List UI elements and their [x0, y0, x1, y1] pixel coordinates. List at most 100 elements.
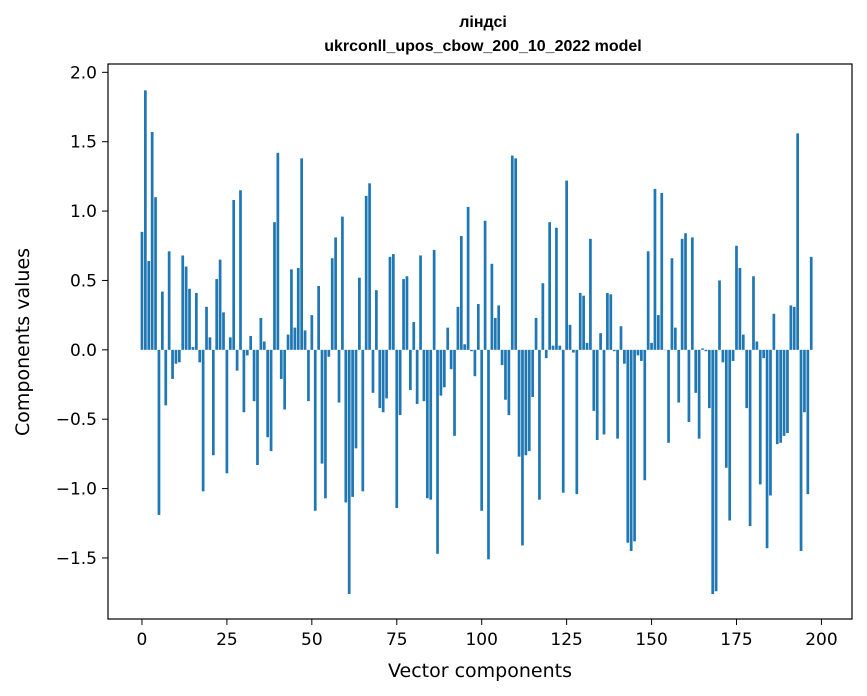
bar-53 [320, 349, 324, 464]
bar-138 [609, 294, 613, 350]
bar-102 [487, 349, 490, 560]
y-tick-label: −1.0 [56, 480, 97, 500]
bar-130 [582, 295, 585, 350]
bar-73 [388, 256, 392, 350]
bar-174 [731, 349, 735, 361]
bar-49 [307, 349, 310, 402]
bar-115 [531, 349, 535, 397]
bar-13 [184, 266, 188, 350]
bar-18 [201, 349, 205, 492]
bar-98 [473, 349, 477, 377]
y-tick-label: −1.5 [56, 549, 97, 569]
bar-189 [782, 349, 786, 436]
bar-140 [616, 349, 619, 439]
bar-22 [215, 279, 219, 350]
bar-123 [558, 345, 562, 350]
bar-194 [799, 349, 803, 552]
bar-170 [718, 280, 721, 350]
bar-46 [296, 267, 300, 350]
bar-1 [144, 90, 147, 350]
bar-181 [755, 341, 759, 350]
bar-125 [565, 180, 568, 350]
bar-164 [697, 349, 701, 439]
bar-137 [606, 292, 609, 350]
bar-96 [466, 206, 470, 350]
bar-12 [181, 255, 185, 350]
x-tick-label: 0 [137, 630, 148, 650]
bar-144 [629, 349, 633, 552]
bar-10 [174, 349, 178, 364]
bar-86 [432, 249, 436, 350]
bar-176 [738, 267, 742, 350]
bar-148 [643, 349, 647, 481]
bar-135 [599, 333, 602, 350]
bar-94 [459, 236, 463, 350]
bar-117 [538, 349, 541, 500]
bar-173 [728, 349, 732, 521]
bar-19 [205, 306, 208, 350]
bar-191 [789, 305, 793, 350]
bar-83 [422, 349, 426, 402]
bar-14 [188, 288, 191, 350]
x-axis-label: Vector components [388, 660, 572, 682]
bar-57 [334, 237, 337, 350]
bar-185 [769, 349, 772, 496]
bar-16 [194, 292, 198, 350]
bar-107 [504, 349, 507, 400]
bar-147 [640, 349, 643, 361]
bar-36 [262, 341, 266, 350]
bar-78 [405, 276, 409, 350]
y-tick-label: 0.5 [70, 271, 97, 291]
chart-title-line-1: ліндсі [459, 14, 507, 31]
bar-166 [704, 349, 708, 352]
bar-81 [415, 349, 419, 404]
bar-175 [735, 245, 738, 350]
bar-99 [476, 304, 480, 350]
bar-104 [493, 317, 497, 350]
bar-80 [412, 322, 416, 350]
bar-196 [806, 349, 810, 495]
bar-145 [633, 349, 636, 542]
bar-76 [398, 349, 402, 416]
bar-35 [259, 317, 263, 350]
bar-66 [364, 195, 368, 350]
bar-122 [555, 227, 558, 350]
bar-129 [578, 292, 582, 350]
bar-188 [779, 349, 783, 443]
bar-4 [154, 197, 157, 350]
x-tick-label: 50 [301, 630, 323, 650]
bar-47 [300, 158, 304, 350]
bar-195 [803, 349, 806, 413]
bar-62 [351, 349, 354, 497]
bar-64 [358, 277, 361, 350]
bar-58 [337, 349, 341, 403]
bar-150 [650, 342, 653, 350]
bar-180 [752, 276, 755, 350]
bar-7 [164, 349, 168, 406]
bar-106 [500, 349, 504, 366]
x-tick-label: 175 [720, 630, 752, 650]
bar-103 [490, 263, 494, 350]
bar-92 [453, 349, 456, 436]
bar-20 [208, 337, 212, 350]
bar-131 [585, 342, 589, 350]
x-tick-label: 150 [635, 630, 667, 650]
bar-153 [660, 193, 664, 350]
bar-90 [446, 327, 450, 350]
bar-146 [636, 349, 640, 356]
bar-178 [745, 349, 749, 409]
bar-37 [266, 349, 270, 438]
y-tick-label: 1.0 [70, 202, 97, 222]
bar-17 [198, 349, 202, 363]
plot-frame [107, 63, 853, 620]
y-axis-ticks: −1.5 −1.0 −0.5 0.0 0.5 1.0 1.5 2.0 [56, 63, 108, 569]
x-tick-label: 100 [465, 630, 497, 650]
bar-112 [521, 349, 524, 546]
bar-119 [544, 349, 548, 359]
bar-44 [290, 269, 293, 350]
bar-88 [439, 349, 443, 396]
bar-128 [575, 349, 579, 495]
bar-133 [592, 349, 596, 411]
bar-89 [442, 349, 446, 388]
